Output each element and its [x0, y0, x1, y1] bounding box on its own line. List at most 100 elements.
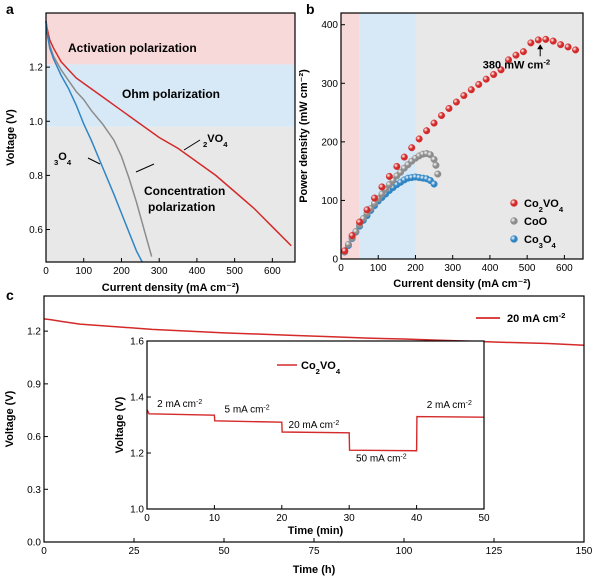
power-density-point: [378, 190, 386, 198]
y-tick-label: 0.6: [27, 432, 41, 443]
inset-step-curve: [146, 409, 485, 452]
x-tick-label: 100: [75, 266, 92, 277]
power-density-point: [393, 162, 401, 170]
power-density-point: [378, 183, 386, 191]
inset-rate-test: 0 10 20 30 40 50 1.0 1.2 1.4 1.6 2 mA cm-2 5 mA cm-…: [114, 337, 490, 538]
x-tick-label: 100: [370, 263, 387, 274]
step-current-label: 2 mA cm-2: [427, 400, 472, 412]
x-tick-label: 600: [556, 263, 573, 274]
legend-entry: Co3O4: [524, 234, 557, 250]
region-label-activation: Activation polarization: [68, 41, 197, 55]
power-density-point: [475, 80, 483, 88]
power-density-point: [432, 161, 440, 169]
current-region: [341, 13, 360, 259]
max-power-label: 380 mW cm-2: [483, 57, 550, 72]
legend-marker: [510, 199, 518, 207]
power-density-point: [400, 153, 408, 161]
x-axis-label: Current density (mA cm⁻²): [102, 282, 240, 294]
y-tick-label: 0.0: [27, 538, 41, 549]
inset-background: [147, 341, 484, 509]
region-label-concentration-line1: Concentration: [144, 184, 225, 198]
x-tick-label: 150: [576, 546, 593, 557]
power-density-point: [356, 218, 364, 226]
polarization-region: [46, 13, 295, 65]
power-density-point: [572, 46, 580, 54]
x-tick-label: 200: [407, 263, 424, 274]
y-tick-label: 1.2: [27, 327, 41, 338]
step-current-label: 2 mA cm-2: [157, 398, 202, 410]
x-tick-label: 25: [128, 546, 140, 557]
max-power-arrowhead: [537, 44, 544, 50]
power-density-point: [542, 35, 550, 43]
power-density-point: [497, 66, 505, 74]
region-label-concentration-line2: polarization: [148, 200, 215, 214]
panel-label-c: c: [6, 287, 14, 303]
x-tick-label: 0: [43, 266, 49, 277]
x-tick-label: 400: [482, 263, 499, 274]
x-tick-label: 500: [519, 263, 536, 274]
power-density-point: [426, 151, 434, 159]
y-tick-label: 300: [321, 79, 338, 90]
y-tick-label: 0.3: [27, 485, 41, 496]
power-density-point: [549, 37, 557, 45]
x-tick-label: 50: [218, 546, 230, 557]
y-axis-label: Power density (mW cm⁻²): [298, 69, 310, 203]
x-tick-label: 30: [344, 513, 356, 524]
current-region: [415, 13, 583, 259]
y-tick-label: 0: [332, 255, 338, 266]
x-tick-label: 100: [396, 546, 413, 557]
series-label-co3o4: 3O4: [54, 151, 72, 167]
current-region: [359, 13, 416, 259]
power-density-point: [430, 119, 438, 127]
power-density-point: [527, 39, 535, 47]
x-tick-label: 50: [478, 513, 490, 524]
plot-frame: [340, 12, 584, 260]
y-tick-label: 0.8: [29, 171, 43, 182]
inset-y-axis-label: Voltage (V): [114, 396, 126, 453]
power-density-point: [438, 111, 446, 119]
x-tick-label: 10: [209, 513, 221, 524]
power-density-point: [348, 232, 356, 240]
power-density-point: [564, 43, 572, 51]
y-tick-label: 1.2: [29, 63, 43, 74]
x-tick-label: 500: [226, 266, 243, 277]
x-tick-label: 600: [264, 266, 281, 277]
y-tick-label: 0.9: [27, 379, 41, 390]
y-tick-label: 0.6: [29, 225, 43, 236]
power-density-point: [519, 48, 527, 56]
panel-label-b: b: [306, 1, 315, 17]
y-tick-label: 1.4: [130, 393, 144, 404]
legend-entry: CoO: [524, 216, 548, 228]
polarization-region: [46, 126, 295, 262]
x-tick-label: 0: [338, 263, 344, 274]
x-tick-label: 20: [276, 513, 288, 524]
region-label-ohm: Ohm polarization: [122, 87, 220, 101]
x-tick-label: 300: [444, 263, 461, 274]
x-axis-label: Time (h): [293, 564, 336, 576]
y-tick-label: 200: [321, 137, 338, 148]
power-density-point: [408, 144, 416, 152]
x-tick-label: 400: [189, 266, 206, 277]
y-tick-label: 100: [321, 196, 338, 207]
power-density-point: [467, 86, 475, 94]
annotation-pointer: [183, 139, 201, 151]
x-tick-label: 200: [113, 266, 130, 277]
x-axis-label: Current density (mA cm⁻²): [393, 278, 531, 290]
power-density-point: [445, 104, 453, 112]
power-density-point: [363, 206, 371, 214]
step-current-label: 20 mA cm-2: [289, 419, 340, 431]
panel-b-power-density: 0 100 200 300 400 500 600 0 100 200 300 400 380 mW c…: [298, 12, 584, 290]
y-axis-label: Voltage (V): [5, 109, 17, 166]
inset-x-axis-label: Time (min): [288, 525, 344, 537]
inset-legend-entry: Co2VO4: [301, 360, 341, 376]
y-tick-label: 1.2: [130, 449, 144, 460]
legend-marker: [510, 217, 518, 225]
legend-entry: 20 mA cm-2: [507, 311, 565, 326]
y-tick-label: 1.0: [29, 117, 43, 128]
x-tick-label: 0: [144, 513, 150, 524]
power-density-point: [341, 247, 349, 255]
power-density-point: [460, 92, 468, 100]
y-tick-label: 400: [321, 20, 338, 31]
